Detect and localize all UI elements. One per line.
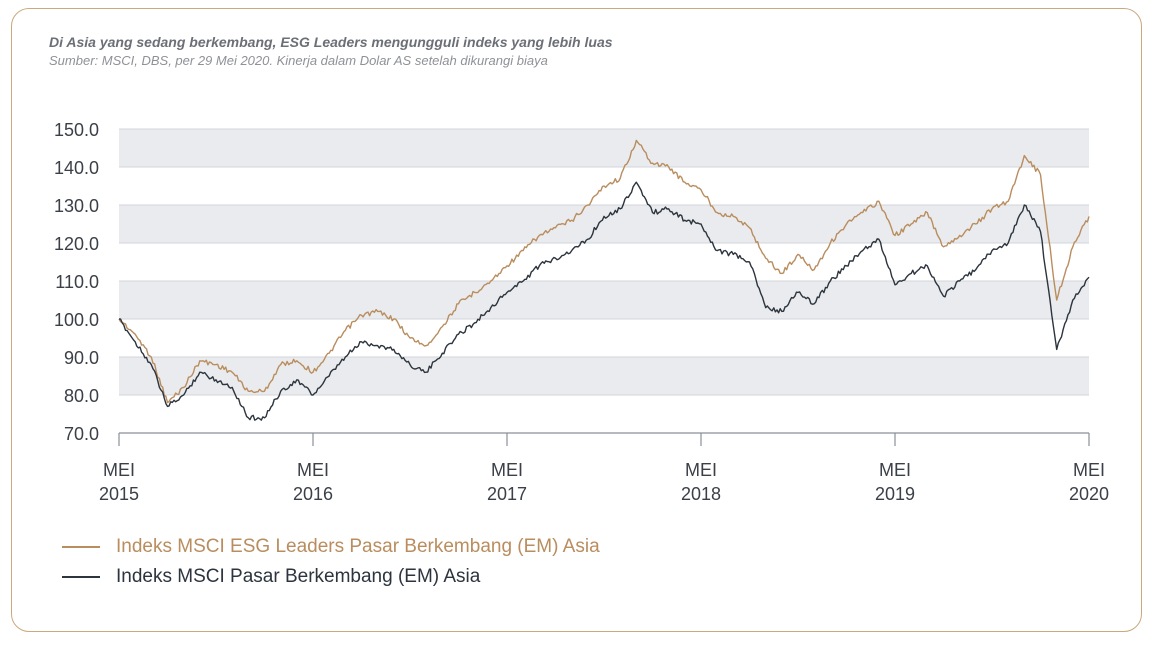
grid-band bbox=[119, 129, 1089, 167]
chart-legend: Indeks MSCI ESG Leaders Pasar Berkembang… bbox=[62, 532, 600, 592]
y-tick-label: 150.0 bbox=[54, 120, 99, 140]
y-tick-label: 140.0 bbox=[54, 158, 99, 178]
legend-label-esg: Indeks MSCI ESG Leaders Pasar Berkembang… bbox=[116, 536, 600, 557]
x-tick-label-year: 2015 bbox=[99, 484, 139, 504]
x-tick-label-month: MEI bbox=[297, 460, 329, 480]
y-tick-label: 70.0 bbox=[64, 424, 99, 444]
x-tick-label-month: MEI bbox=[879, 460, 911, 480]
grid-band bbox=[119, 281, 1089, 319]
legend-item-esg: Indeks MSCI ESG Leaders Pasar Berkembang… bbox=[62, 532, 600, 562]
grid-band bbox=[119, 205, 1089, 243]
legend-item-em: Indeks MSCI Pasar Berkembang (EM) Asia bbox=[62, 562, 600, 592]
legend-label-em: Indeks MSCI Pasar Berkembang (EM) Asia bbox=[116, 566, 481, 587]
x-tick-label-month: MEI bbox=[1073, 460, 1105, 480]
chart-title: Di Asia yang sedang berkembang, ESG Lead… bbox=[49, 34, 613, 50]
x-tick-label-year: 2019 bbox=[875, 484, 915, 504]
chart-card bbox=[11, 8, 1142, 632]
x-tick-label-year: 2018 bbox=[681, 484, 721, 504]
y-tick-label: 120.0 bbox=[54, 234, 99, 254]
series-line-0 bbox=[118, 139, 1090, 404]
y-tick-label: 100.0 bbox=[54, 310, 99, 330]
legend-swatch-esg bbox=[62, 546, 100, 548]
x-tick-label-month: MEI bbox=[103, 460, 135, 480]
chart-subtitle: Sumber: MSCI, DBS, per 29 Mei 2020. Kine… bbox=[49, 53, 548, 68]
series-line-1 bbox=[118, 181, 1090, 421]
grid-band bbox=[119, 357, 1089, 395]
y-tick-label: 80.0 bbox=[64, 386, 99, 406]
legend-swatch-em bbox=[62, 576, 100, 578]
y-tick-label: 90.0 bbox=[64, 348, 99, 368]
x-tick-label-year: 2020 bbox=[1069, 484, 1109, 504]
x-tick-label-year: 2017 bbox=[487, 484, 527, 504]
x-tick-label-month: MEI bbox=[685, 460, 717, 480]
y-tick-label: 130.0 bbox=[54, 196, 99, 216]
x-tick-label-month: MEI bbox=[491, 460, 523, 480]
x-tick-label-year: 2016 bbox=[293, 484, 333, 504]
y-tick-label: 110.0 bbox=[55, 272, 99, 292]
